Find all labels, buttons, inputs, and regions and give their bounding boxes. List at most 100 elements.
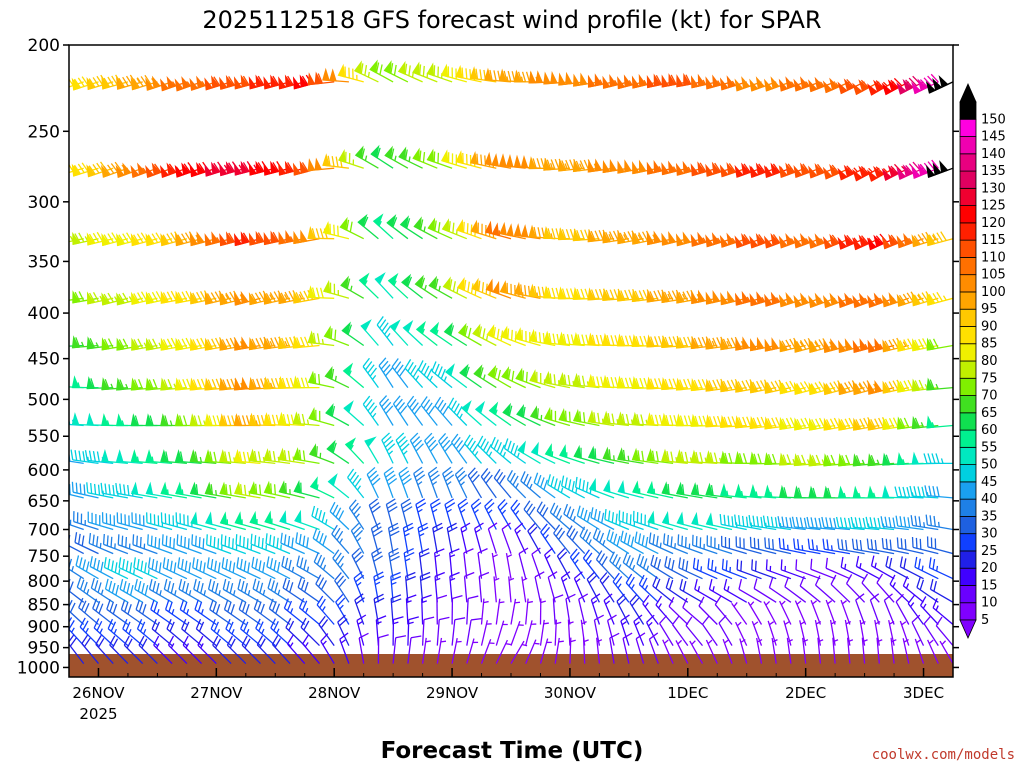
barb-flag (159, 78, 170, 92)
barb-full (738, 453, 744, 464)
wind-barb (76, 577, 99, 603)
barb-full (625, 573, 633, 584)
barb-half (63, 382, 65, 387)
barb-full (529, 526, 538, 535)
barb-full (69, 290, 70, 301)
barb-full (133, 234, 140, 244)
wind-barb (399, 215, 423, 240)
barb-flag (233, 162, 243, 176)
barb-half (199, 456, 202, 463)
barb-staff (907, 603, 925, 625)
wind-barb (756, 637, 763, 664)
barb-full (282, 413, 287, 425)
barb-full (748, 514, 752, 526)
barb-full (565, 593, 576, 600)
wind-barb (356, 614, 367, 646)
barb-full (910, 515, 914, 526)
barb-full (202, 538, 205, 549)
barb-half (729, 566, 731, 573)
barb-flag (558, 72, 566, 86)
barb-half (73, 165, 78, 171)
wind-barb (225, 619, 247, 647)
barb-half (355, 513, 360, 519)
wind-barb (307, 285, 335, 299)
wind-barb (351, 547, 365, 579)
barb-full (791, 516, 796, 528)
barb-full (920, 596, 927, 606)
barb-full (565, 159, 571, 170)
barb-flag (204, 377, 213, 391)
barb-full (353, 506, 362, 515)
barb-full (346, 278, 351, 289)
barb-full (731, 416, 737, 427)
barb-full (795, 517, 800, 528)
wind-barb (779, 600, 792, 625)
barb-full (591, 334, 596, 346)
wind-barb (823, 380, 851, 396)
barb-half (816, 545, 819, 551)
wind-barb (358, 272, 379, 299)
barb-full (499, 502, 508, 511)
wind-barb (175, 481, 202, 499)
barb-staff (707, 568, 733, 580)
barb-half (280, 544, 282, 550)
barb-flag (455, 64, 463, 79)
barb-staff (731, 602, 748, 625)
barb-half (864, 343, 869, 349)
barb-full (211, 338, 217, 349)
wind-barb (63, 382, 84, 389)
barb-full (912, 161, 921, 171)
barb-half (672, 166, 677, 172)
barb-full (238, 451, 243, 462)
barb-full (109, 635, 116, 646)
barb-full (797, 454, 803, 466)
barb-half (922, 603, 927, 609)
barb-full (650, 378, 655, 389)
wind-barb (501, 366, 526, 389)
barb-full (301, 162, 309, 172)
barb-full (670, 536, 673, 547)
wind-barb (401, 273, 424, 299)
wind-barb (926, 231, 953, 247)
barb-half (283, 294, 288, 300)
barb-full (351, 502, 359, 512)
barb-full (898, 486, 903, 498)
barb-half (516, 529, 521, 535)
barb-staff (899, 620, 910, 646)
barb-full (287, 535, 291, 547)
barb-staff (714, 604, 733, 625)
barb-flag (616, 375, 625, 389)
barb-staff (69, 238, 84, 245)
barb-full (69, 637, 78, 647)
barb-full (668, 378, 674, 389)
barb-half (247, 590, 251, 596)
barb-full (573, 571, 583, 579)
barb-flag (299, 74, 309, 88)
wind-barb (923, 453, 953, 465)
barb-half (85, 627, 89, 634)
barb-full (902, 486, 907, 498)
barb-full (215, 604, 221, 615)
barb-full (902, 575, 908, 587)
barb-flag (323, 325, 331, 340)
wind-barb (734, 451, 762, 465)
barb-staff (501, 528, 512, 554)
barb-full (96, 75, 104, 86)
barb-half (246, 628, 250, 635)
barb-full (845, 540, 848, 551)
barb-full (227, 415, 232, 426)
wind-barb (474, 522, 484, 554)
wind-barb (646, 614, 659, 646)
barb-full (678, 292, 685, 302)
barb-full (44, 449, 49, 459)
wind-barb (463, 434, 482, 464)
barb-full (164, 599, 170, 610)
barb-full (521, 329, 523, 341)
wind-barb (350, 522, 365, 554)
barb-full (734, 514, 737, 525)
barb-staff (646, 622, 659, 646)
barb-full (315, 409, 317, 421)
barb-half (132, 569, 136, 575)
barb-half (265, 544, 268, 551)
wind-barb (263, 480, 291, 499)
